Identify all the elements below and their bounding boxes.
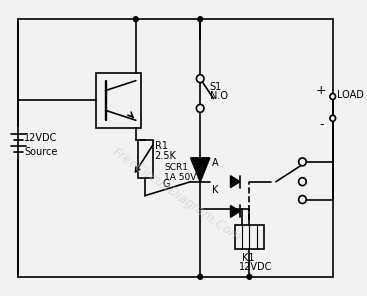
Text: K: K xyxy=(211,185,218,194)
Text: -: - xyxy=(319,118,324,131)
Circle shape xyxy=(198,17,203,22)
Circle shape xyxy=(247,274,252,279)
Text: 12VDC: 12VDC xyxy=(24,133,58,143)
Text: N.O: N.O xyxy=(210,91,228,102)
Text: A: A xyxy=(211,158,218,168)
Text: +: + xyxy=(316,84,326,97)
Polygon shape xyxy=(230,205,240,217)
Circle shape xyxy=(134,17,138,22)
Circle shape xyxy=(198,274,203,279)
Text: G: G xyxy=(162,179,170,189)
Text: K1: K1 xyxy=(242,253,254,263)
Text: 2.5K: 2.5K xyxy=(155,151,177,161)
Text: 12VDC: 12VDC xyxy=(239,262,272,272)
Circle shape xyxy=(299,178,306,186)
Bar xyxy=(138,140,153,178)
Circle shape xyxy=(299,158,306,166)
Polygon shape xyxy=(191,158,210,182)
Text: R1: R1 xyxy=(155,141,168,151)
Circle shape xyxy=(299,196,306,203)
Circle shape xyxy=(196,104,204,112)
Bar xyxy=(235,225,264,249)
Circle shape xyxy=(330,115,335,121)
Text: 1A 50V: 1A 50V xyxy=(164,173,197,182)
Text: Source: Source xyxy=(24,147,58,157)
Circle shape xyxy=(196,75,204,83)
Text: SCR1: SCR1 xyxy=(164,163,188,172)
Text: S1: S1 xyxy=(210,82,222,91)
Polygon shape xyxy=(230,176,240,188)
Text: LOAD: LOAD xyxy=(337,89,363,99)
Text: FreeCircuitDiagram.Com: FreeCircuitDiagram.Com xyxy=(110,145,243,244)
Circle shape xyxy=(330,94,335,99)
Bar xyxy=(96,73,142,128)
